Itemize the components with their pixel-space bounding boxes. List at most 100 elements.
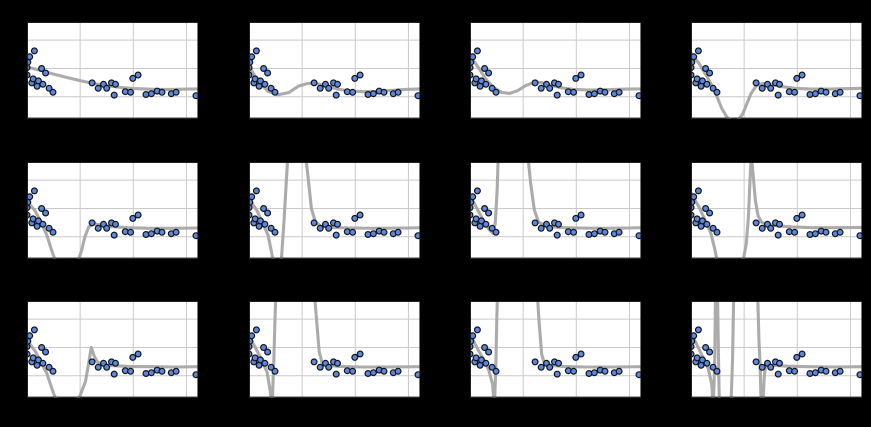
plot-border	[691, 22, 863, 119]
scatter-point	[380, 367, 388, 375]
scatter-point	[111, 359, 119, 367]
scatter-point	[488, 363, 496, 371]
scatter-point	[34, 356, 42, 364]
plot-background	[249, 22, 421, 119]
scatter-point	[811, 369, 819, 377]
scatter-point	[791, 88, 799, 96]
plot-border	[27, 162, 199, 259]
scatter-point	[30, 187, 38, 195]
scatter-point	[791, 228, 799, 236]
scatter-point	[554, 80, 562, 88]
scatter-point	[698, 217, 706, 225]
scatter-point	[537, 84, 545, 92]
scatter-point	[264, 69, 272, 77]
scatter-point	[356, 350, 364, 358]
plot-border	[691, 162, 863, 259]
scatter-point	[333, 359, 341, 367]
scatter-point	[482, 80, 490, 88]
scatter-point	[332, 231, 340, 239]
scatter-point	[635, 92, 642, 100]
scatter-point	[635, 232, 642, 240]
scatter-point	[709, 224, 717, 232]
scatter-point	[836, 228, 844, 236]
scatter-point	[752, 79, 760, 87]
scatter-point	[252, 47, 260, 55]
scatter-point	[752, 358, 760, 366]
plot-area	[691, 162, 863, 259]
scatter-point	[351, 353, 359, 361]
scatter-point	[34, 217, 42, 225]
scatter-point	[110, 91, 118, 99]
scatter-point	[615, 88, 623, 96]
scatter-point	[531, 219, 539, 227]
scatter-point	[698, 356, 706, 364]
scatter-point	[492, 228, 500, 236]
scatter-point	[709, 363, 717, 371]
scatter-point	[775, 220, 783, 228]
scatter-point	[369, 230, 377, 238]
scatter-point	[791, 367, 799, 375]
plot-background	[470, 301, 642, 398]
scatter-point	[147, 369, 155, 377]
scatter-point	[39, 80, 47, 88]
scatter-point	[129, 353, 137, 361]
subplot-r1c2	[249, 22, 421, 119]
scatter-point	[42, 209, 50, 217]
scatter-point	[601, 88, 609, 96]
scatter-point	[271, 88, 279, 96]
scatter-point	[793, 353, 801, 361]
scatter-point	[702, 64, 710, 72]
scatter-point	[572, 214, 580, 222]
scatter-point	[836, 367, 844, 375]
scatter-point	[267, 224, 275, 232]
scatter-point	[414, 232, 421, 240]
scatter-point	[485, 348, 493, 356]
plot-area	[470, 162, 642, 259]
scatter-point	[264, 209, 272, 217]
scatter-point	[316, 84, 324, 92]
scatter-point	[134, 350, 142, 358]
scatter-point	[249, 53, 256, 61]
scatter-point	[798, 71, 806, 79]
scatter-point	[752, 219, 760, 227]
scatter-point	[94, 84, 102, 92]
scatter-point	[537, 363, 545, 371]
scatter-point	[261, 80, 269, 88]
fit-curve	[470, 301, 642, 398]
subplot-r3c1	[27, 301, 199, 398]
scatter-point	[694, 47, 702, 55]
scatter-point	[172, 228, 180, 236]
scatter-point	[88, 79, 96, 87]
subplot-r1c3	[470, 22, 642, 119]
scatter-points-layer	[27, 326, 199, 379]
scatter-points-layer	[249, 187, 421, 240]
scatter-point	[767, 84, 775, 92]
scatter-point	[333, 220, 341, 228]
scatter-point	[27, 53, 34, 61]
scatter-point	[27, 332, 34, 340]
scatter-point	[703, 359, 711, 367]
plot-background	[691, 22, 863, 119]
scatter-point	[38, 204, 46, 212]
scatter-point	[158, 367, 166, 375]
scatter-point	[709, 84, 717, 92]
scatter-point	[485, 69, 493, 77]
scatter-point	[34, 77, 42, 85]
plot-border	[27, 301, 199, 398]
scatter-point	[793, 74, 801, 82]
subplot-r2c2	[249, 162, 421, 259]
scatter-point	[635, 371, 642, 379]
scatter-point	[256, 217, 264, 225]
plot-border	[470, 301, 642, 398]
scatter-point	[531, 79, 539, 87]
scatter-point	[38, 64, 46, 72]
scatter-point	[369, 90, 377, 98]
scatter-point	[856, 92, 863, 100]
scatter-point	[758, 84, 766, 92]
fit-curve	[470, 162, 642, 235]
scatter-point	[702, 204, 710, 212]
scatter-point	[103, 224, 111, 232]
scatter-point	[758, 363, 766, 371]
subplot-r1c4	[691, 22, 863, 119]
plot-background	[470, 22, 642, 119]
